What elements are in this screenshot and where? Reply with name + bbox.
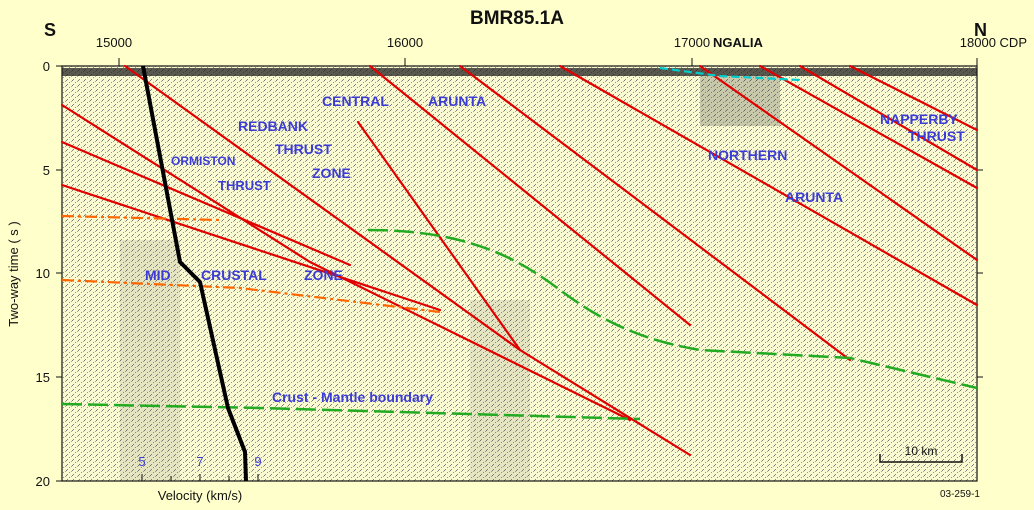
fault-line-3	[60, 140, 352, 267]
velocity-curve	[141, 65, 248, 482]
label-crustal: CRUSTAL	[201, 267, 267, 283]
velocity-tick-7: 7	[196, 454, 203, 469]
fault-line-2	[60, 103, 632, 422]
label-zone-mid: ZONE	[304, 267, 343, 283]
ngalia-basin-base	[659, 66, 801, 82]
fault-line-10	[798, 64, 979, 172]
cdp-tick-label-15000: 15000	[96, 35, 132, 50]
fault-line-6	[458, 64, 852, 362]
label-napperby: NAPPERBY	[880, 111, 958, 127]
label-redbank: REDBANK	[238, 118, 308, 134]
thrust-faults	[60, 64, 979, 457]
label-arunta-northern: ARUNTA	[785, 189, 843, 205]
y-tick-15: 15	[36, 370, 50, 385]
cdp-ticks	[118, 58, 978, 66]
label-mid: MID	[145, 267, 171, 283]
scale-bar-label: 10 km	[905, 444, 938, 458]
y-tick-5: 5	[43, 163, 50, 178]
label-crust-mantle-boundary: Crust - Mantle boundary	[272, 389, 433, 405]
mid-crust-horizon-upper	[61, 214, 221, 222]
section-title: BMR85.1A	[470, 8, 564, 29]
zone-labels: CENTRAL ARUNTA REDBANK THRUST ZONE ORMIS…	[145, 93, 965, 405]
label-thrust-napperby: THRUST	[908, 128, 965, 144]
fault-line-5	[368, 64, 692, 327]
figure-code: 03-259-1	[940, 489, 980, 500]
fault-line-7	[558, 64, 979, 307]
y-tick-0: 0	[43, 59, 50, 74]
y-axis-label: Two-way time ( s )	[6, 221, 21, 326]
direction-north-label: N	[974, 20, 987, 40]
label-zone-redbank: ZONE	[312, 165, 351, 181]
green-horizon-upper	[367, 228, 978, 390]
y-tick-10: 10	[36, 266, 50, 281]
label-thrust-redbank: THRUST	[275, 141, 332, 157]
y-tick-20: 20	[36, 474, 50, 489]
velocity-ticks	[141, 474, 259, 481]
ngalia-label: NGALIA	[713, 35, 763, 50]
label-thrust-ormiston: THRUST	[218, 178, 271, 193]
fault-line-11	[848, 64, 979, 132]
crust-mantle-boundary-line	[61, 402, 641, 421]
cdp-tick-label-16000: 16000	[387, 35, 423, 50]
velocity-tick-9: 9	[254, 454, 261, 469]
cdp-tick-label-18000: 18000 CDP	[960, 35, 1027, 50]
label-ormiston: ORMISTON	[171, 154, 235, 168]
label-arunta-top: ARUNTA	[428, 93, 486, 109]
direction-south-label: S	[44, 20, 56, 40]
label-northern: NORTHERN	[708, 147, 787, 163]
fault-line-4	[60, 183, 442, 312]
scale-bar: 10 km	[879, 444, 963, 463]
cdp-tick-label-17000: 17000	[674, 35, 710, 50]
fault-line-9	[758, 64, 979, 190]
y-axis: 0 5 10 15 20 Two-way time ( s )	[6, 59, 983, 489]
mid-crust-horizon-lower	[61, 278, 441, 314]
plot-area	[61, 65, 978, 482]
velocity-tick-5: 5	[138, 454, 145, 469]
fault-line-8	[698, 64, 979, 262]
label-central: CENTRAL	[322, 93, 389, 109]
velocity-axis-label: Velocity (km/s)	[158, 488, 243, 503]
